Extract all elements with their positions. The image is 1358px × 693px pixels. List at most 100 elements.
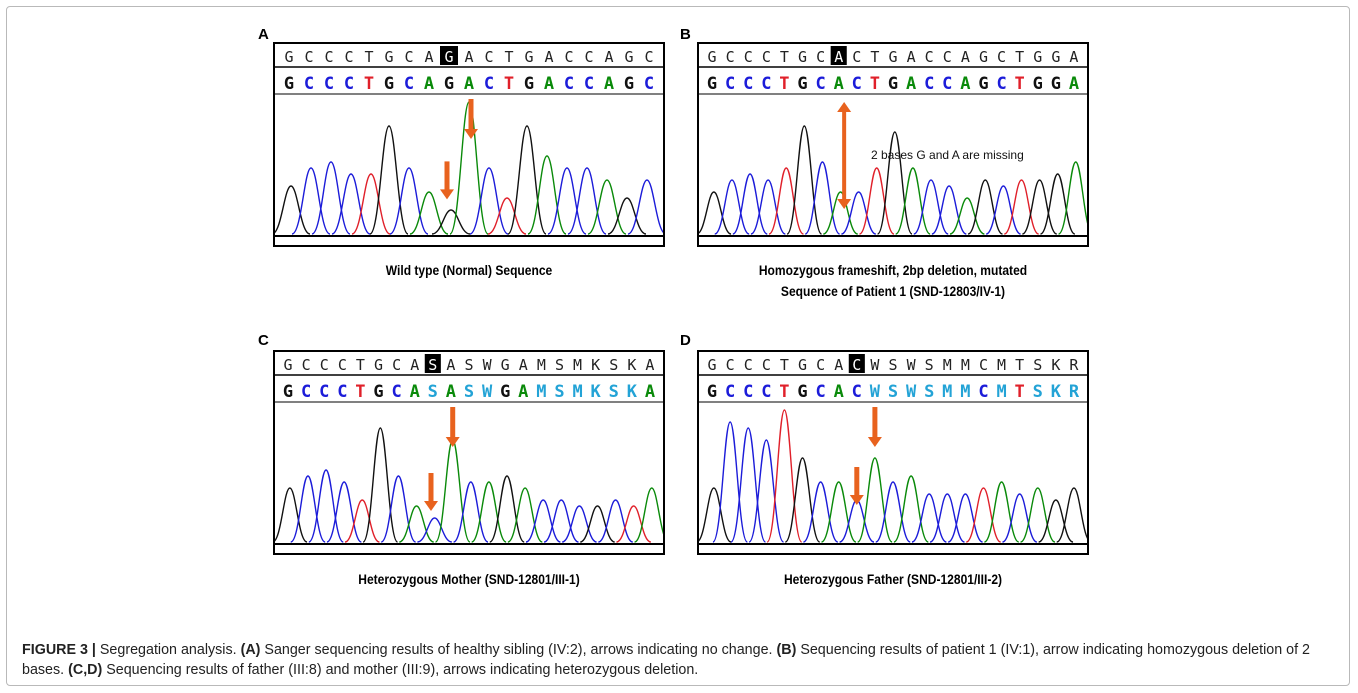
panel-letter-b: B (680, 26, 691, 43)
called-base-label: C (761, 382, 771, 402)
trace-peak (471, 481, 507, 543)
top-base-label: T (870, 48, 879, 66)
top-base-label: M (997, 356, 1006, 374)
trace-peak (579, 505, 615, 543)
highlighted-base-cell (440, 46, 458, 65)
trace-peak (431, 209, 471, 235)
top-base-label: A (604, 48, 613, 66)
trace-peak (1038, 499, 1074, 543)
trace-peak (275, 487, 308, 543)
top-base-label: C (762, 356, 771, 374)
trace-peak (1057, 161, 1087, 235)
top-base-label: C (338, 356, 347, 374)
called-base-label: W (906, 382, 917, 402)
top-base-label: A (410, 356, 419, 374)
arrow-head (440, 189, 454, 200)
called-base-label: K (1051, 382, 1062, 402)
top-base-label: A (907, 48, 916, 66)
figure-label: FIGURE 3 | (22, 642, 96, 658)
trace-peak (344, 499, 380, 543)
called-base-label: C (725, 74, 735, 94)
trace-peak (985, 185, 1021, 235)
trace-peak (712, 421, 749, 543)
trace-peak (627, 179, 663, 235)
top-base-label: C (943, 48, 952, 66)
trace-peak (841, 191, 877, 235)
called-base-label: G (283, 382, 293, 402)
called-base-label: A (464, 74, 474, 94)
trace-peak (389, 167, 429, 235)
arrow-head (445, 437, 460, 447)
trace-peak (857, 457, 893, 543)
arrow-head (424, 501, 438, 511)
chromatogram-a: G C C C T G C A G A C T G A C C A G CG C C C T G C A G A C T G A C C A G C (275, 46, 663, 237)
top-base-label: A (464, 48, 473, 66)
trace-peak (1039, 173, 1076, 235)
trace-peak (380, 475, 417, 543)
top-base-label: C (392, 356, 401, 374)
trace-peak (768, 167, 805, 235)
trace-peak (730, 427, 767, 543)
called-base-label: C (815, 382, 825, 402)
called-base-label: C (319, 382, 329, 402)
trace-peak (931, 185, 967, 235)
trace-peak (409, 191, 449, 235)
called-base-label: M (942, 382, 952, 402)
top-base-label: A (961, 48, 970, 66)
trace-peak (949, 197, 985, 235)
arrow-head (849, 495, 864, 505)
called-base-label: S (1033, 382, 1043, 402)
trace-peak (527, 155, 567, 235)
trace-peak (543, 499, 579, 543)
trace-peak (434, 439, 471, 543)
called-base-label: G (524, 74, 534, 94)
trace-peak (699, 487, 732, 543)
panel-a-caption: Wild type (Normal) Sequence (385, 262, 553, 278)
trace-peak (750, 179, 786, 235)
called-base-label: A (446, 382, 456, 402)
called-base-label: G (284, 74, 294, 94)
figure-caption: FIGURE 3 | Segregation analysis. (A) San… (22, 640, 1342, 680)
panel-letter-d: D (680, 332, 691, 349)
top-base-label: C (644, 48, 653, 66)
caption-cd-text: Sequencing results of father (III:8) and… (102, 662, 699, 678)
called-base-label: G (384, 74, 394, 94)
called-base-label: K (591, 382, 602, 402)
trace-peak (469, 167, 509, 235)
trace-peak (929, 493, 965, 543)
double-arrow-head-bottom (837, 199, 852, 209)
top-base-label: W (483, 356, 493, 374)
called-base-label: A (518, 382, 528, 402)
called-base-label: A (544, 74, 554, 94)
called-base-label: C (996, 74, 1006, 94)
top-base-label: S (555, 356, 564, 374)
figure-title: Segregation analysis. (95, 642, 241, 658)
top-base-label: C (979, 356, 988, 374)
trace-peak (567, 167, 607, 235)
top-base-label: C (852, 356, 861, 374)
called-base-label: C (304, 74, 314, 94)
called-base-label: C (978, 382, 988, 402)
trace-peak (1056, 487, 1087, 543)
called-base-label: M (536, 382, 546, 402)
called-base-label: C (301, 382, 311, 402)
called-base-label: G (797, 74, 807, 94)
trace-peak (561, 505, 597, 543)
top-base-label: T (780, 356, 789, 374)
top-base-label: C (484, 48, 493, 66)
top-base-label: C (997, 48, 1006, 66)
called-base-label: G (444, 74, 454, 94)
called-base-label: S (554, 382, 564, 402)
trace-peak (875, 481, 911, 543)
called-base-label: G (500, 382, 510, 402)
trace-peak (607, 197, 647, 235)
called-base-label: T (779, 74, 789, 94)
trace-peak (714, 179, 750, 235)
top-base-label: C (302, 356, 311, 374)
called-base-label: R (1069, 382, 1080, 402)
called-base-label: G (797, 382, 807, 402)
top-base-label: G (708, 356, 717, 374)
